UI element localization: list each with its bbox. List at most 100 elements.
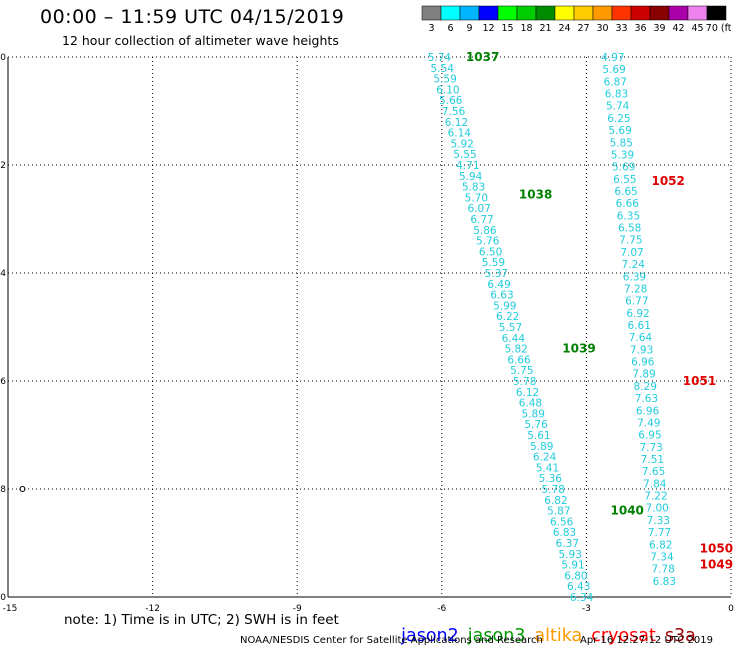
swh-value-label: 5.78 [541, 484, 564, 496]
time-label: 1037 [466, 50, 499, 64]
page-title: 00:00 – 11:59 UTC 04/15/2019 [40, 6, 345, 28]
swh-value-label: 5.89 [530, 441, 553, 453]
swh-value-label: 7.07 [620, 247, 643, 259]
swh-value-label: 5.83 [462, 182, 485, 194]
page-subtitle: 12 hour collection of altimeter wave hei… [62, 33, 339, 48]
colorbar-tick-label: 30 [596, 23, 608, 33]
swh-value-label: 6.63 [490, 290, 513, 302]
swh-value-label: 7.78 [651, 564, 674, 576]
swh-value-label: 6.80 [564, 570, 587, 582]
swh-value-label: 6.39 [623, 271, 646, 283]
legend-s3a: s3a [664, 626, 696, 646]
swh-value-label: 5.41 [536, 462, 559, 474]
x-tick-label: -9 [293, 604, 302, 614]
swh-value-label: 6.24 [533, 452, 557, 464]
swh-value-label: 6.37 [556, 538, 579, 550]
y-tick-label: -10 [0, 593, 6, 603]
colorbar-tick-label: 42 [672, 23, 684, 33]
swh-value-label: 5.94 [459, 171, 483, 183]
time-label: 1050 [700, 541, 733, 555]
note-text: note: 1) Time is in UTC; 2) SWH is in fe… [64, 612, 339, 628]
swh-value-label: 6.56 [550, 516, 574, 528]
swh-value-label: 6.83 [653, 576, 676, 588]
swh-value-label: 5.61 [527, 430, 550, 442]
swh-value-label: 5.91 [561, 560, 584, 572]
swh-value-label: 5.69 [608, 125, 631, 137]
swh-value-label: 7.49 [637, 417, 660, 429]
swh-value-label: 6.10 [436, 84, 459, 96]
swh-value-label: 5.70 [465, 192, 488, 204]
swh-value-label: 7.77 [648, 527, 671, 539]
x-tick-label: 0 [728, 604, 734, 614]
swh-value-label: 6.34 [570, 592, 594, 604]
swh-value-label: 7.65 [642, 466, 665, 478]
swh-value-label: 6.83 [553, 527, 576, 539]
swh-value-label: 7.28 [624, 283, 647, 295]
swh-value-label: 6.07 [468, 203, 491, 215]
swh-value-label: 7.34 [650, 551, 674, 563]
swh-value-label: 7.33 [647, 515, 670, 527]
swh-value-label: 6.82 [649, 539, 672, 551]
swh-value-label: 5.39 [611, 149, 634, 161]
swh-value-label: 5.78 [513, 376, 536, 388]
swh-value-label: 7.00 [645, 503, 668, 515]
swh-value-label: 5.75 [510, 365, 533, 377]
swh-value-label: 6.35 [617, 210, 640, 222]
swh-value-label: 7.64 [629, 332, 653, 344]
swh-value-label: 5.92 [450, 138, 473, 150]
swh-value-label: 5.59 [433, 74, 456, 86]
swh-value-label: 4.71 [456, 160, 479, 172]
swh-value-label: 7.73 [639, 442, 662, 454]
swh-value-label: 7.56 [442, 106, 466, 118]
swh-value-label: 6.49 [487, 279, 510, 291]
colorbar-tick-label: 33 [615, 23, 627, 33]
swh-value-label: 6.87 [604, 76, 627, 88]
swh-value-label: 7.89 [632, 369, 655, 381]
swh-value-label: 5.57 [499, 322, 522, 334]
swh-value-label: 6.95 [638, 430, 661, 442]
swh-value-label: 6.50 [479, 246, 502, 258]
swh-value-label: 6.96 [631, 357, 655, 369]
swh-value-label: 7.22 [644, 491, 667, 503]
colorbar-tick-label: 3 [428, 23, 434, 33]
swh-value-label: 6.55 [613, 174, 636, 186]
x-tick-label: -3 [582, 604, 591, 614]
y-tick-label: -8 [0, 485, 6, 495]
swh-value-label: 6.83 [605, 89, 628, 101]
swh-value-label: 5.74 [428, 52, 452, 64]
legend-cryosat: cryosat [591, 626, 656, 646]
time-label: 1038 [519, 188, 552, 202]
swh-value-label: 7.75 [619, 235, 642, 247]
y-tick-label: 0 [0, 53, 6, 63]
swh-value-label: 6.25 [607, 113, 630, 125]
time-label: 1049 [700, 558, 733, 572]
y-tick-label: -4 [0, 269, 6, 279]
swh-value-label: 5.36 [539, 473, 563, 485]
swh-value-label: 5.93 [559, 549, 582, 561]
marker-point [19, 486, 26, 492]
colorbar-tick-label: 12 [482, 23, 494, 33]
legend-jason3: jason3 [467, 626, 526, 646]
swh-value-label: 5.55 [453, 149, 476, 161]
colorbar-tick-label: 18 [520, 23, 532, 33]
footer-credit: NOAA/NESDIS Center for Satellite Applica… [240, 635, 543, 646]
satellite-legend: jason2 jason3 altika cryosat s3a [390, 606, 705, 646]
swh-value-label: 6.58 [618, 223, 641, 235]
swh-value-label: 6.48 [519, 398, 542, 410]
swh-value-label: 6.14 [448, 128, 472, 140]
time-label: 1052 [651, 174, 684, 188]
legend-jason2: jason2 [401, 626, 459, 646]
swh-value-label: 6.22 [496, 311, 519, 323]
time-label: 1039 [562, 342, 595, 356]
swh-value-label: 7.93 [630, 344, 653, 356]
colorbar-tick-label: 36 [634, 23, 646, 33]
swh-value-label: 6.43 [567, 581, 590, 593]
swh-value-label: 6.44 [502, 333, 526, 345]
colorbar-tick-label: 24 [558, 23, 570, 33]
swh-value-label: 6.66 [616, 198, 640, 210]
colorbar-tick-label: 21 [539, 23, 551, 33]
swh-value-label: 5.69 [612, 162, 635, 174]
swh-value-label: 5.99 [493, 300, 516, 312]
